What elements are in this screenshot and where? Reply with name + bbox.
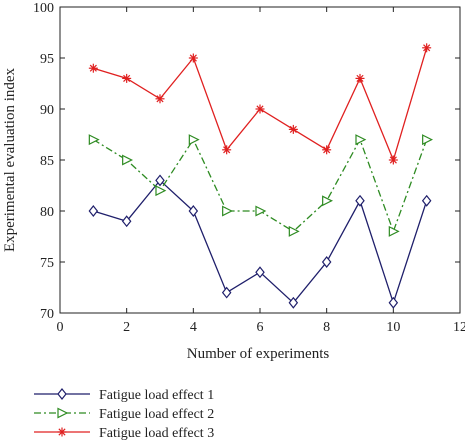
y-tick-label: 100 bbox=[33, 1, 54, 16]
asterisk-stroke bbox=[289, 125, 297, 133]
data-point-asterisk bbox=[255, 104, 265, 114]
legend-entry: Fatigue load effect 3 bbox=[34, 426, 214, 441]
data-point-asterisk bbox=[57, 427, 67, 437]
legend-entry: Fatigue load effect 2 bbox=[34, 407, 214, 422]
asterisk-stroke bbox=[156, 95, 164, 103]
y-axis-ticks: 70 75 80 85 90 95 100 bbox=[33, 1, 460, 322]
data-point-asterisk bbox=[88, 63, 98, 73]
asterisk-stroke bbox=[189, 54, 197, 62]
y-tick-label: 75 bbox=[40, 256, 54, 271]
data-point-triangle bbox=[288, 225, 300, 237]
data-point-triangle bbox=[188, 134, 200, 146]
series-1 bbox=[88, 174, 432, 309]
y-tick-label: 70 bbox=[40, 307, 54, 322]
y-axis-label: Experimental evaluation index bbox=[2, 67, 18, 252]
series-2 bbox=[88, 134, 434, 237]
data-point-asterisk bbox=[122, 73, 132, 83]
data-point-diamond bbox=[388, 296, 399, 309]
data-point-diamond bbox=[188, 205, 199, 217]
data-point-diamond bbox=[288, 296, 299, 309]
x-tick-label: 0 bbox=[57, 320, 64, 335]
data-point-triangle bbox=[322, 195, 334, 207]
data-point-triangle bbox=[122, 154, 134, 166]
data-point-triangle bbox=[88, 134, 100, 146]
data-point-asterisk bbox=[422, 43, 432, 53]
data-point-asterisk bbox=[188, 53, 198, 63]
x-tick-label: 8 bbox=[323, 320, 330, 335]
data-point-asterisk bbox=[388, 155, 398, 165]
data-point-diamond bbox=[155, 174, 165, 187]
legend-entry: Fatigue load effect 1 bbox=[34, 388, 214, 403]
x-tick-label: 2 bbox=[123, 320, 130, 335]
data-point-triangle bbox=[355, 134, 367, 146]
asterisk-stroke bbox=[89, 64, 97, 72]
data-point-diamond bbox=[355, 194, 365, 207]
series-layer bbox=[88, 43, 434, 309]
legend-label: Fatigue load effect 1 bbox=[99, 388, 214, 403]
legend-label: Fatigue load effect 2 bbox=[99, 407, 214, 422]
asterisk-stroke bbox=[389, 156, 397, 164]
data-point-asterisk bbox=[355, 73, 365, 83]
asterisk-stroke bbox=[356, 74, 364, 82]
data-point-asterisk bbox=[222, 145, 232, 155]
x-tick-label: 12 bbox=[453, 320, 465, 335]
series-line bbox=[93, 47, 428, 162]
data-point-triangle bbox=[155, 185, 167, 197]
data-point-triangle bbox=[422, 134, 434, 146]
asterisk-stroke bbox=[58, 428, 66, 436]
data-point-diamond bbox=[57, 388, 67, 400]
asterisk-stroke bbox=[256, 105, 264, 113]
data-point-asterisk bbox=[288, 124, 298, 134]
data-point-diamond bbox=[421, 194, 432, 207]
y-tick-label: 85 bbox=[40, 154, 54, 169]
x-tick-label: 6 bbox=[257, 320, 264, 335]
data-point-diamond bbox=[255, 266, 265, 279]
data-point-asterisk bbox=[155, 94, 165, 104]
y-tick-label: 80 bbox=[40, 205, 54, 220]
y-tick-label: 95 bbox=[40, 52, 54, 67]
series-3 bbox=[88, 43, 432, 165]
data-point-diamond bbox=[321, 256, 332, 268]
asterisk-stroke bbox=[323, 146, 331, 154]
y-tick-label: 90 bbox=[40, 103, 54, 118]
data-point-triangle bbox=[57, 407, 69, 419]
legend-label: Fatigue load effect 3 bbox=[99, 426, 214, 441]
x-tick-label: 4 bbox=[190, 320, 197, 335]
data-point-triangle bbox=[255, 205, 267, 217]
data-point-triangle bbox=[222, 205, 234, 217]
legend: Fatigue load effect 1 Fatigue load effect… bbox=[34, 388, 214, 441]
asterisk-stroke bbox=[223, 146, 231, 154]
data-point-triangle bbox=[388, 225, 400, 237]
data-point-diamond bbox=[221, 286, 232, 299]
series-line bbox=[92, 138, 428, 234]
x-tick-label: 10 bbox=[386, 320, 400, 335]
x-axis-ticks: 0 2 4 6 8 10 12 bbox=[57, 7, 465, 335]
x-axis-label: Number of experiments bbox=[187, 346, 330, 362]
data-point-diamond bbox=[121, 215, 132, 228]
data-point-diamond bbox=[88, 205, 99, 217]
asterisk-stroke bbox=[123, 74, 131, 82]
data-point-asterisk bbox=[322, 145, 332, 155]
asterisk-stroke bbox=[423, 44, 431, 52]
series-line bbox=[93, 179, 428, 305]
